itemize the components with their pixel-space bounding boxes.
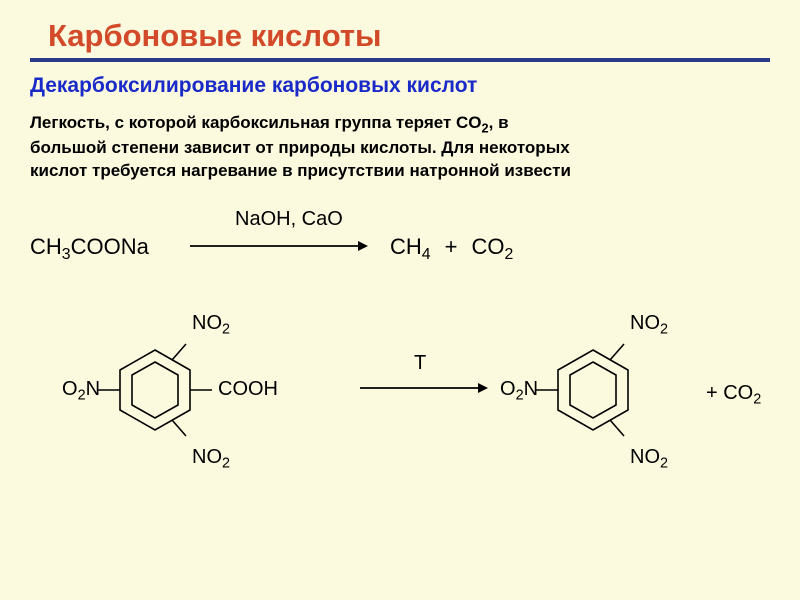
r2-conditions: T xyxy=(414,352,426,375)
r2-product-ring xyxy=(558,350,628,430)
r1-reactant: CH3COONa xyxy=(30,234,149,264)
r1-plus: + xyxy=(445,234,458,259)
reaction2: O2N NO2 COOH NO2 T O2N NO2 NO2 + CO2 xyxy=(0,302,800,492)
r1-co2: CO2 xyxy=(471,234,513,259)
r2-reactant-sub-right: COOH xyxy=(218,378,278,401)
para-line3: кислот требуется нагревание в присутстви… xyxy=(30,161,571,180)
r1-conditions: NaOH, CaO xyxy=(235,208,343,231)
r1-arrow xyxy=(190,236,370,262)
r1-ch4: CH4 xyxy=(390,234,431,259)
para-line1-post: , в xyxy=(489,113,509,132)
para-line2: большой степени зависит от природы кисло… xyxy=(30,138,570,157)
para-line1-pre: Легкость, с которой карбоксильная группа… xyxy=(30,113,482,132)
intro-paragraph: Легкость, с которой карбоксильная группа… xyxy=(0,98,800,182)
subtitle: Декарбоксилирование карбоновых кислот xyxy=(0,62,800,98)
r2-arrow xyxy=(360,378,490,404)
page-title: Карбоновые кислоты xyxy=(0,0,800,58)
reaction1: CH3COONa NaOH, CaO CH4 + CO2 xyxy=(0,204,800,284)
r2-reactant-sub-left: O2N xyxy=(62,378,100,403)
r2-product-sub-top: NO2 xyxy=(630,312,668,337)
r2-product-sub-left: O2N xyxy=(500,378,538,403)
r2-reactant-ring xyxy=(120,350,190,430)
r2-plus-co2: + CO2 xyxy=(706,382,761,407)
r2-product-sub-bottom: NO2 xyxy=(630,446,668,471)
r2-reactant-sub-bottom: NO2 xyxy=(192,446,230,471)
r1-products: CH4 + CO2 xyxy=(390,234,513,264)
r2-reactant-sub-top: NO2 xyxy=(192,312,230,337)
para-line1-sub: 2 xyxy=(482,120,489,135)
